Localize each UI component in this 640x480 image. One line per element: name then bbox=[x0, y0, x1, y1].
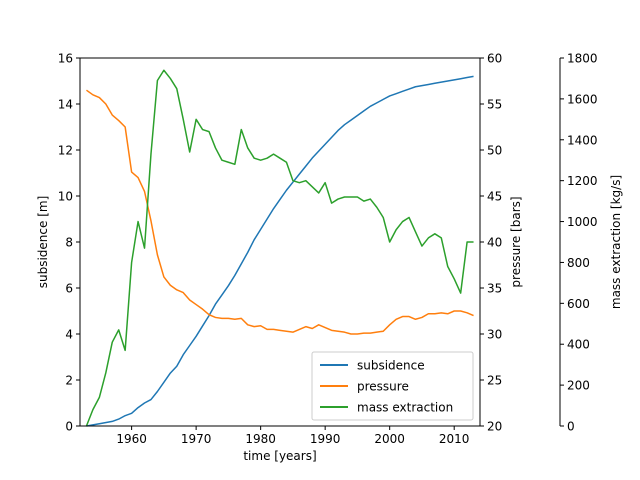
mass-tick-label: 1400 bbox=[567, 133, 598, 147]
mass-tick-label: 0 bbox=[567, 420, 575, 434]
series-layer bbox=[85, 69, 474, 427]
x-axis-label: time [years] bbox=[243, 449, 316, 463]
legend-label-subsidence: subsidence bbox=[357, 359, 425, 373]
subsidence-axis-label: subsidence [m] bbox=[36, 196, 50, 289]
pressure-tick-label: 60 bbox=[487, 52, 502, 66]
subsidence-tick-label: 4 bbox=[65, 328, 73, 342]
mass-tick-label: 1800 bbox=[567, 52, 598, 66]
subsidence-tick-label: 2 bbox=[65, 374, 73, 388]
x-tick-label: 2010 bbox=[439, 432, 470, 446]
subsidence-tick-label: 14 bbox=[58, 98, 73, 112]
subsidence-tick-label: 0 bbox=[65, 420, 73, 434]
mass-tick-label: 400 bbox=[567, 338, 590, 352]
mass-tick-label: 200 bbox=[567, 379, 590, 393]
subsidence-tick-label: 10 bbox=[58, 190, 73, 204]
mass-tick-label: 800 bbox=[567, 256, 590, 270]
mass-axis-label: mass extraction [kg/s] bbox=[609, 175, 623, 309]
subsidence-tick-label: 12 bbox=[58, 144, 73, 158]
mass-tick-label: 1200 bbox=[567, 174, 598, 188]
pressure-tick-label: 45 bbox=[487, 190, 502, 204]
axis-ticks: 1960 1970 1980 1990 2000 20100246810121416202… bbox=[58, 52, 598, 447]
series-line-mass-extraction bbox=[85, 69, 474, 427]
series-line-subsidence bbox=[86, 75, 474, 427]
x-tick-label: 2000 bbox=[374, 432, 405, 446]
subsidence-tick-label: 16 bbox=[58, 52, 73, 66]
mass-tick-label: 1600 bbox=[567, 92, 598, 106]
legend-label-pressure: pressure bbox=[357, 380, 409, 394]
pressure-tick-label: 35 bbox=[487, 282, 502, 296]
pressure-tick-label: 20 bbox=[487, 420, 502, 434]
legend: subsidence pressure mass extraction bbox=[311, 351, 474, 421]
axis-labels: time [years] subsidence [m] pressure [bars… bbox=[36, 175, 623, 463]
legend-label-mass-extraction: mass extraction bbox=[357, 401, 453, 415]
mass-tick-label: 600 bbox=[567, 297, 590, 311]
pressure-axis-label: pressure [bars] bbox=[509, 196, 523, 287]
pressure-tick-label: 30 bbox=[487, 328, 502, 342]
pressure-tick-label: 40 bbox=[487, 236, 502, 250]
pressure-tick-label: 25 bbox=[487, 374, 502, 388]
pressure-tick-label: 55 bbox=[487, 98, 502, 112]
pressure-tick-label: 50 bbox=[487, 144, 502, 158]
subsidence-tick-label: 6 bbox=[65, 282, 73, 296]
series-line-pressure bbox=[86, 89, 474, 335]
x-tick-label: 1960 bbox=[116, 432, 147, 446]
subsidence-tick-label: 8 bbox=[65, 236, 73, 250]
x-tick-label: 1970 bbox=[181, 432, 212, 446]
legend-box bbox=[311, 351, 474, 421]
x-tick-label: 1980 bbox=[245, 432, 276, 446]
mass-tick-label: 1000 bbox=[567, 215, 598, 229]
x-tick-label: 1990 bbox=[310, 432, 341, 446]
